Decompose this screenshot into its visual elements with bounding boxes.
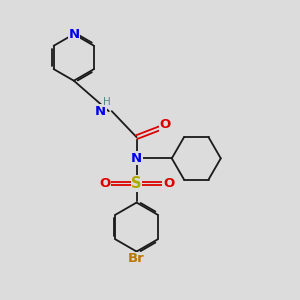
Text: H: H [103,97,110,106]
Text: N: N [95,105,106,118]
Text: N: N [68,28,80,40]
Text: N: N [131,152,142,165]
Text: S: S [131,176,142,191]
Text: O: O [163,177,174,190]
Text: O: O [99,177,110,190]
Text: Br: Br [128,253,145,266]
Text: O: O [159,118,171,131]
